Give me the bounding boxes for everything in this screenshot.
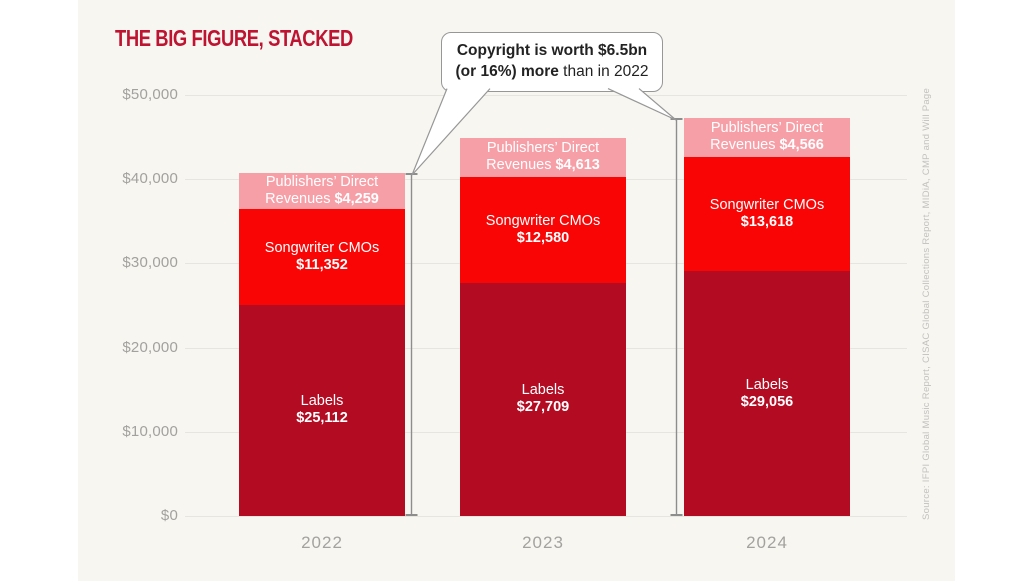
segment-label: Revenues — [710, 137, 776, 154]
bar-2023: Publishers’ Direct Revenues $4,613 Songw… — [460, 95, 626, 516]
callout-text: Copyright is worth $6.5bn (or 16%) more … — [455, 41, 648, 83]
chart-title: THE BIG FIGURE, STACKED — [115, 25, 353, 51]
segment-labels-2024: Labels $29,056 — [684, 271, 850, 516]
y-tick-label: $40,000 — [122, 170, 178, 187]
callout-line2-rest: than in 2022 — [558, 63, 649, 80]
gridline-0 — [185, 516, 907, 517]
y-tick-label: $20,000 — [122, 339, 178, 356]
segment-labels-2023: Labels $27,709 — [460, 282, 626, 516]
segment-publishers-2023: Publishers’ Direct Revenues $4,613 — [460, 138, 626, 177]
callout-bubble: Copyright is worth $6.5bn (or 16%) more … — [441, 32, 663, 92]
x-tick-label-2024: 2024 — [746, 533, 788, 552]
segment-songwriter-cmos-2024: Songwriter CMOs $13,618 — [684, 156, 850, 272]
segment-publishers-2022: Publishers’ Direct Revenues $4,259 — [239, 173, 405, 210]
segment-songwriter-cmos-2022: Songwriter CMOs $11,352 — [239, 209, 405, 305]
y-tick-label: $30,000 — [122, 254, 178, 271]
y-tick-label: $0 — [160, 507, 178, 524]
bar-2024: Publishers’ Direct Revenues $4,566 Songw… — [684, 95, 850, 516]
segment-value: $12,580 — [516, 229, 570, 246]
y-tick-label: $10,000 — [122, 423, 178, 440]
segment-label: Publishers’ Direct — [710, 120, 824, 137]
y-tick-label: $50,000 — [122, 86, 178, 103]
segment-label: Revenues — [486, 157, 552, 174]
segment-label: Labels — [745, 376, 789, 393]
segment-label: Labels — [521, 382, 565, 399]
segment-label: Songwriter CMOs — [264, 239, 380, 256]
source-note: Source: IFPI Global Music Report, CISAC … — [921, 87, 932, 520]
callout-line1: Copyright is worth $6.5bn — [456, 42, 648, 60]
segment-value: $4,259 — [334, 191, 379, 208]
segment-value: $27,709 — [516, 399, 570, 416]
segment-songwriter-cmos-2023: Songwriter CMOs $12,580 — [460, 176, 626, 283]
callout-line2-bold: (or 16%) more — [455, 63, 559, 80]
segment-value: $4,566 — [779, 137, 824, 154]
segment-label: Labels — [300, 393, 344, 410]
segment-value: $29,056 — [740, 393, 794, 410]
segment-label: Publishers’ Direct — [486, 140, 600, 157]
segment-label: Revenues — [265, 191, 331, 208]
segment-labels-2022: Labels $25,112 — [239, 304, 405, 516]
segment-value: $11,352 — [296, 256, 348, 273]
segment-label: Publishers’ Direct — [265, 173, 379, 190]
segment-value: $13,618 — [740, 213, 794, 230]
segment-value: $4,613 — [555, 157, 600, 174]
segment-publishers-2024: Publishers’ Direct Revenues $4,566 — [684, 118, 850, 157]
x-tick-label-2023: 2023 — [522, 533, 564, 552]
x-tick-label-2022: 2022 — [301, 533, 343, 552]
segment-value: $25,112 — [296, 410, 348, 427]
segment-label: Songwriter CMOs — [709, 196, 825, 213]
segment-label: Songwriter CMOs — [485, 212, 601, 229]
gridline-50000 — [185, 95, 907, 96]
bar-2022: Publishers’ Direct Revenues $4,259 Songw… — [239, 95, 405, 516]
